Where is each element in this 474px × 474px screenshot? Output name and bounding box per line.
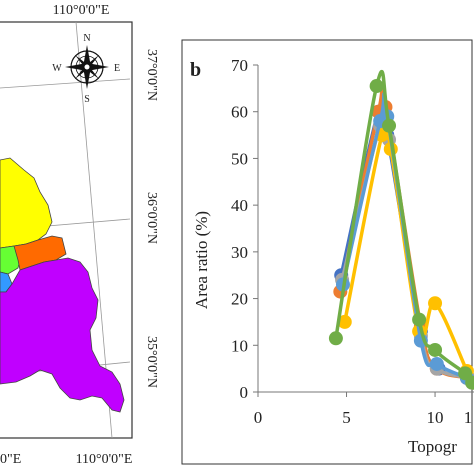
lat-label-1: 37°0'0"N xyxy=(144,49,159,101)
y-tick-label: 20 xyxy=(231,290,248,309)
y-tick-label: 30 xyxy=(231,243,248,262)
region-orange xyxy=(13,235,67,271)
compass-e: E xyxy=(114,63,120,74)
x-tick-label: 1 xyxy=(464,408,473,427)
y-tick-label: 60 xyxy=(231,103,248,122)
compass-w: W xyxy=(52,63,62,74)
x-ticks: 0 5 10 1 xyxy=(254,392,473,427)
compass-rose-icon: N S E W xyxy=(52,33,120,105)
series-6 xyxy=(328,69,474,390)
chart-axes xyxy=(257,65,474,393)
lon-label-bottom: 110°0'0"E xyxy=(76,452,133,467)
region-purple xyxy=(0,257,125,413)
compass-s: S xyxy=(84,94,90,105)
series-layer xyxy=(328,69,474,390)
y-tick-label: 10 xyxy=(231,336,248,355)
data-point xyxy=(369,79,384,94)
y-tick-label: 0 xyxy=(240,383,249,402)
data-point xyxy=(428,342,443,357)
y-tick-label: 70 xyxy=(231,56,248,75)
data-point xyxy=(412,312,427,327)
chart-frame xyxy=(181,39,473,465)
data-point xyxy=(428,296,443,311)
y-tick-label: 40 xyxy=(231,196,248,215)
y-ticks: 0 10 20 30 40 50 60 70 xyxy=(231,56,258,402)
map-panel: N S E W 110°0'0"E 110°0'0"E 0"E 37°0'0"N… xyxy=(0,3,159,467)
x-tick-label: 5 xyxy=(342,408,351,427)
x-axis-label: Topogr xyxy=(408,437,457,456)
y-tick-label: 50 xyxy=(231,149,248,168)
chart-panel: b 0 10 20 30 40 50 60 70 0 5 10 1 Area ratio (%) T… xyxy=(181,39,474,465)
data-point xyxy=(465,375,474,390)
lat-label-3: 35°0'0"N xyxy=(144,336,159,388)
compass-n: N xyxy=(83,33,90,44)
y-axis-label: Area ratio (%) xyxy=(192,211,211,309)
data-point xyxy=(382,118,397,133)
lon-label-bottom-left: 0"E xyxy=(0,452,21,467)
data-point xyxy=(337,314,352,329)
data-point xyxy=(429,356,444,371)
series-line xyxy=(334,69,474,385)
lon-label-top: 110°0'0"E xyxy=(53,3,110,18)
x-tick-label: 0 xyxy=(254,408,263,427)
x-tick-label: 10 xyxy=(427,408,444,427)
data-point xyxy=(328,331,343,346)
graticule-line xyxy=(0,78,131,89)
panel-label: b xyxy=(190,59,201,81)
lat-label-2: 36°0'0"N xyxy=(144,192,159,244)
